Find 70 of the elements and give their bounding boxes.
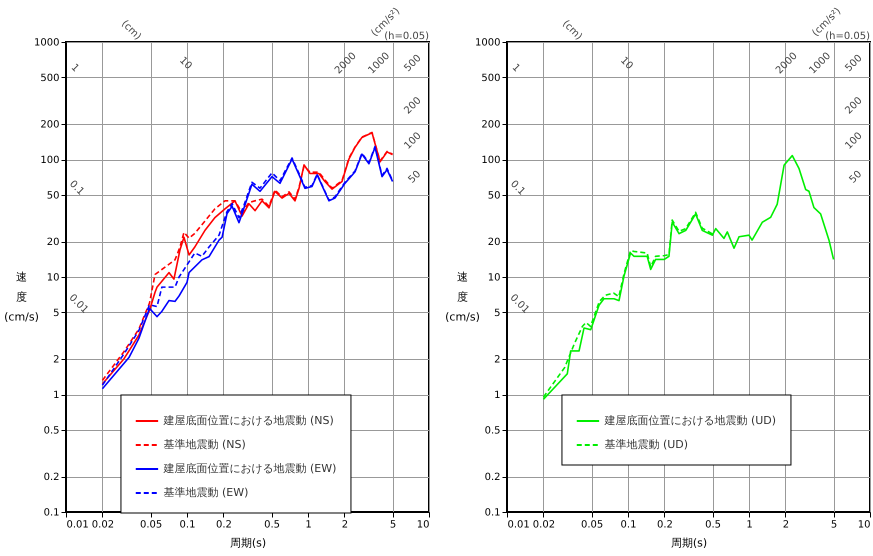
x-tick-label: 0.2 <box>656 520 673 530</box>
annotation: 500 <box>843 52 865 74</box>
y-tick-label: 1000 <box>34 38 60 48</box>
x-tick-label: 1 <box>746 520 753 530</box>
y-tick-label: 0.1 <box>484 508 500 518</box>
y-tick-label: 10 <box>488 272 500 284</box>
x-tick-label: 0.01 <box>66 520 89 530</box>
x-axis-title: 周期(s) <box>670 536 708 550</box>
annotation: 100 <box>402 130 424 152</box>
annotation: 100 <box>843 130 865 152</box>
x-tick-label: 10 <box>416 520 430 530</box>
y-tick-label: 2 <box>53 354 60 366</box>
x-tick-label: 5 <box>390 520 396 530</box>
x-tick-label: 0.01 <box>508 520 530 530</box>
y-tick-label: 50 <box>488 190 500 202</box>
x-tick-label: 0.2 <box>216 520 232 530</box>
x-tick-label: 5 <box>830 520 838 530</box>
y-tick-label: 0.2 <box>44 472 60 484</box>
legend-label: 建屋底面位置における地震動 (UD) <box>603 414 776 427</box>
x-tick-label: 10 <box>858 520 870 530</box>
legend-label: 建屋底面位置における地震動 (NS) <box>162 414 334 427</box>
legend-label: 基準地震動 (NS) <box>163 438 246 451</box>
y-tick-label: 0.2 <box>484 472 500 484</box>
annotation: 0.1 <box>67 178 86 198</box>
y-tick-label: 200 <box>481 120 500 131</box>
x-tick-label: 0.5 <box>705 520 722 530</box>
legend-label: 建屋底面位置における地震動 (EW) <box>162 462 336 475</box>
x-tick-label: 0.05 <box>140 520 162 530</box>
annotation: 0.1 <box>508 178 528 198</box>
annotation: 500 <box>402 52 424 74</box>
y-tick-label: 100 <box>40 155 60 166</box>
x-tick-label: 0.5 <box>264 520 280 530</box>
y-tick-label: 0.5 <box>484 425 500 436</box>
x-tick-label: 0.05 <box>580 520 604 530</box>
annotation: 10 <box>618 55 635 72</box>
y-axis-title: 速度(cm/s) <box>445 270 480 324</box>
y-tick-label: 1000 <box>475 38 500 48</box>
y-tick-label: 50 <box>46 190 60 202</box>
y-tick-label: 2 <box>494 354 500 366</box>
x-axis-title: 周期(s) <box>230 536 266 550</box>
x-tick-label: 0.02 <box>92 520 114 530</box>
legend-label: 基準地震動 (EW) <box>163 486 248 499</box>
annotation: 200 <box>402 95 424 116</box>
annotation: 50 <box>406 168 424 186</box>
y-tick-label: 20 <box>46 237 60 248</box>
x-tick-label: 0.1 <box>620 520 636 530</box>
x-tick-label: 2 <box>782 520 790 530</box>
annotation: 50 <box>847 168 864 186</box>
y-tick-label: 500 <box>481 72 500 84</box>
annotation: 200 <box>843 95 865 116</box>
y-tick-label: 100 <box>481 155 500 166</box>
annotation: 10 <box>177 55 194 72</box>
y-tick-label: 1 <box>494 390 500 401</box>
x-tick-label: 0.1 <box>180 520 196 530</box>
y-axis-title: 速度(cm/s) <box>4 270 39 324</box>
y-tick-label: 0.1 <box>44 508 60 518</box>
x-tick-label: 1 <box>305 520 312 530</box>
y-tick-label: 10 <box>46 272 60 284</box>
y-tick-label: 0.5 <box>44 425 60 436</box>
y-tick-label: 20 <box>488 237 500 248</box>
legend-label: 基準地震動 (UD) <box>604 438 688 451</box>
y-tick-label: 500 <box>40 72 60 84</box>
y-tick-label: 5 <box>494 308 500 319</box>
y-tick-label: 1 <box>53 390 60 401</box>
x-tick-label: 0.02 <box>532 520 556 530</box>
x-tick-label: 2 <box>342 520 348 530</box>
annotation: 1 <box>68 62 81 74</box>
annotation: 1 <box>510 62 522 74</box>
y-tick-label: 200 <box>40 120 60 131</box>
y-tick-label: 5 <box>53 308 60 319</box>
